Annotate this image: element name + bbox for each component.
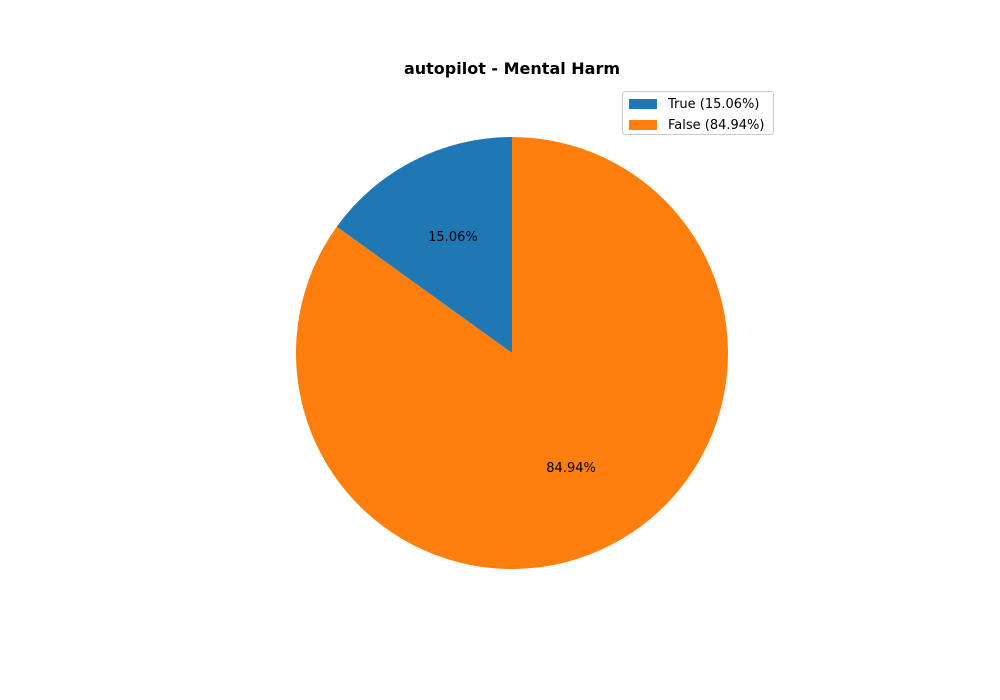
legend-swatch-false — [629, 120, 657, 130]
legend: True (15.06%) False (84.94%) — [622, 91, 774, 135]
pie-label-true: 15.06% — [428, 230, 478, 245]
pie-label-false: 84.94% — [546, 461, 596, 476]
legend-swatch-true — [629, 99, 657, 109]
legend-label-true: True (15.06%) — [668, 96, 760, 112]
pie-slice-false — [295, 137, 728, 569]
pie-slice-true — [336, 137, 512, 353]
chart-title: autopilot - Mental Harm — [403, 59, 621, 78]
legend-item-false: False (84.94%) — [629, 116, 764, 134]
legend-label-false: False (84.94%) — [668, 117, 765, 133]
legend-item-true: True (15.06%) — [629, 95, 759, 113]
